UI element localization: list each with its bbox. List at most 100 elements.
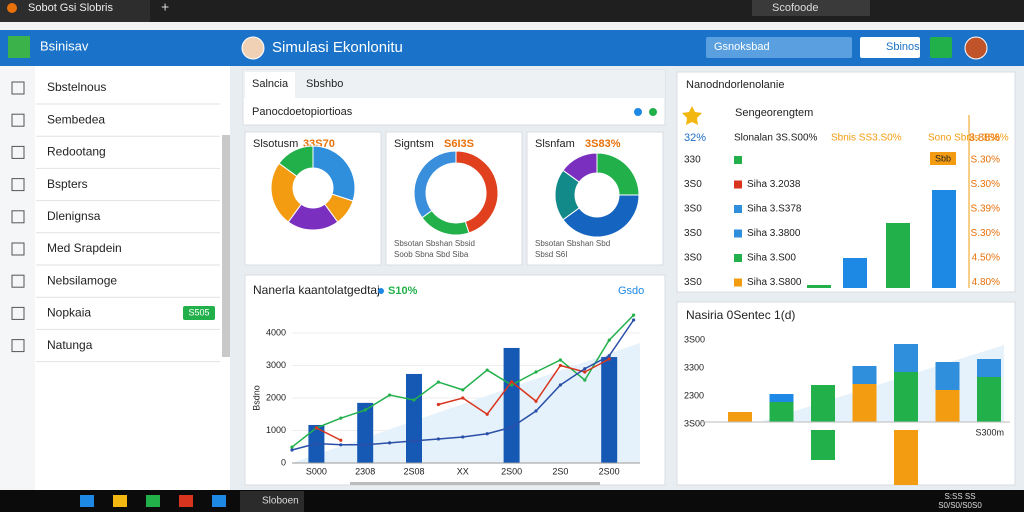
trend-area <box>292 343 640 463</box>
star-icon <box>682 106 702 125</box>
trend-point <box>607 338 611 342</box>
row-left: 3S0 <box>684 228 702 239</box>
notify-button[interactable] <box>930 37 952 58</box>
x-tick-label: 2S00 <box>501 466 522 476</box>
taskbar-app[interactable] <box>240 491 304 512</box>
row-right: S.30% <box>971 179 1001 190</box>
sidebar-item[interactable]: Natunga <box>47 338 93 352</box>
active-tab <box>245 72 295 98</box>
search-button[interactable] <box>860 37 920 58</box>
bar-segment <box>935 390 960 422</box>
taskbar-icon[interactable] <box>113 495 127 507</box>
row-right: S.30% <box>971 155 1001 166</box>
tab[interactable]: Sbshbo <box>306 78 343 90</box>
trend-point <box>607 357 611 361</box>
trend-point <box>363 443 367 447</box>
panel-title: Nanodndorlenolanie <box>686 79 784 91</box>
trend-point <box>558 383 563 387</box>
trend-point <box>412 398 416 402</box>
bar <box>357 402 374 463</box>
badge-text: S505 <box>188 307 209 317</box>
trend-point <box>510 380 514 384</box>
trend-point <box>314 441 318 446</box>
tab[interactable]: Salncia <box>252 78 289 90</box>
row-label: Siha 3.2038 <box>747 179 801 190</box>
x-tick-label: 2S0 <box>552 466 568 476</box>
row-label: Siha 3.S00 <box>747 253 796 264</box>
search-text: Gsnoksbad <box>714 41 770 53</box>
address-text: Scofoode <box>772 2 818 14</box>
bar-segment <box>769 402 794 422</box>
trend-point <box>632 318 636 322</box>
clock: S:SS SS <box>944 492 975 501</box>
browser-tab[interactable] <box>0 0 150 22</box>
address-bar[interactable] <box>752 0 870 16</box>
sidebar-item[interactable]: Med Srapdein <box>47 241 122 255</box>
brand: Bsinisav <box>40 38 89 53</box>
trend-title: Nanerla kaantolatgedtaj <box>253 283 380 297</box>
trend-point <box>510 425 514 429</box>
sidebar-icon <box>11 81 25 95</box>
row-left: 3S0 <box>684 277 702 288</box>
toolbar <box>0 22 1024 30</box>
trend-point <box>388 393 392 397</box>
sidebar-item[interactable]: Dlenignsa <box>47 209 101 223</box>
trend-point <box>485 412 489 416</box>
taskbar-icon[interactable] <box>179 495 193 507</box>
taskbar-icon[interactable] <box>80 495 94 507</box>
trend-point <box>339 438 343 442</box>
taskbar-icon[interactable] <box>146 495 160 507</box>
row-right: S.30% <box>971 228 1001 239</box>
trend-point <box>607 354 611 358</box>
badge <box>183 306 215 320</box>
row-left: 32% <box>684 132 706 144</box>
sidebar-item[interactable]: Sembedea <box>47 112 105 126</box>
trend-point <box>510 383 514 387</box>
trend-point <box>558 358 563 362</box>
x-tick-label: 2S00 <box>599 466 620 476</box>
bar <box>843 258 867 288</box>
status-dot <box>634 108 642 116</box>
sidebar-item[interactable]: Sbstelnous <box>47 80 106 94</box>
row-right: 4.50% <box>972 253 1000 264</box>
bar-segment <box>935 362 960 390</box>
sidebar-item[interactable]: Nebsilamoge <box>47 273 117 287</box>
bar-segment <box>811 430 835 460</box>
sidebar-item[interactable]: Redootang <box>47 145 106 159</box>
highlight-text: Sbb <box>935 153 951 163</box>
trend-point <box>583 367 587 371</box>
sidebar-item[interactable]: Nopkaia <box>47 306 91 320</box>
trend-dot <box>378 288 384 294</box>
bar-segment <box>852 384 877 422</box>
brand-icon <box>8 36 30 58</box>
trend-point <box>436 437 440 441</box>
bar-segment <box>977 377 1001 422</box>
taskbar-icon[interactable] <box>212 495 226 507</box>
bar <box>807 285 831 288</box>
header-label: Sono Sbnis 3S8% <box>928 133 1009 144</box>
sidebar-icons <box>0 66 35 490</box>
trend-action[interactable]: Gsdo <box>618 285 644 297</box>
tick-label: 2300 <box>684 390 704 400</box>
trend-point <box>339 443 343 447</box>
bar <box>932 190 956 288</box>
sidebar-item[interactable]: Bspters <box>47 177 88 191</box>
trend-point <box>583 370 587 374</box>
row-marker <box>734 278 742 287</box>
donut-value: S6I3S <box>444 138 474 150</box>
sidebar-icon <box>11 178 25 192</box>
trend-point <box>632 313 636 317</box>
search-box[interactable] <box>706 37 852 58</box>
app-title: Simulasi Ekonlonitu <box>272 39 403 56</box>
user-avatar[interactable] <box>964 36 988 60</box>
tick-label: 3S00 <box>684 334 705 344</box>
donut-title: Slsnfam <box>535 138 575 150</box>
trend-point <box>290 445 294 449</box>
bar-segment <box>894 372 918 422</box>
row-label: Siha 3.3800 <box>747 228 801 239</box>
bar <box>601 357 618 463</box>
scrollbar-h <box>350 482 600 485</box>
date: S0/S0/S0S0 <box>938 501 982 510</box>
new-tab[interactable]: + <box>161 0 169 15</box>
browser-icon <box>7 3 17 13</box>
